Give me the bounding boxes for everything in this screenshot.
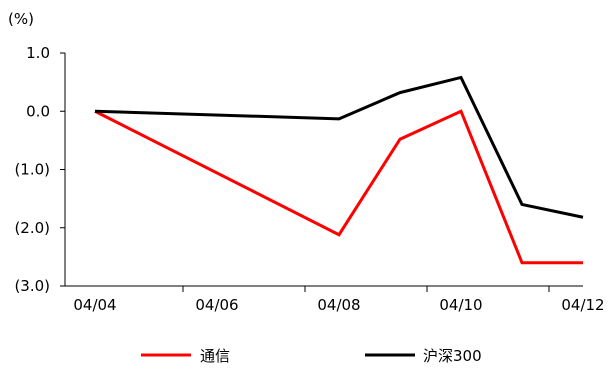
x-tick-label: 04/08: [317, 296, 360, 314]
y-tick-label: (2.0): [14, 219, 50, 237]
x-tick-label: 04/04: [73, 296, 116, 314]
series-line-2: [94, 75, 584, 219]
series-line-1: [94, 109, 583, 265]
y-tick-label: 0.0: [26, 102, 50, 120]
x-tick-label: 04/12: [561, 296, 604, 314]
y-tick-label: (3.0): [14, 277, 50, 295]
y-tick-label: (1.0): [14, 161, 50, 179]
y-tick-label: 1.0: [26, 44, 50, 62]
x-tick-label: 04/06: [195, 296, 238, 314]
x-tick-label: 04/10: [439, 296, 482, 314]
legend-label-1: 通信: [200, 347, 230, 365]
legend-label-2: 沪深300: [423, 347, 482, 365]
y-unit-label: (%): [8, 10, 34, 28]
